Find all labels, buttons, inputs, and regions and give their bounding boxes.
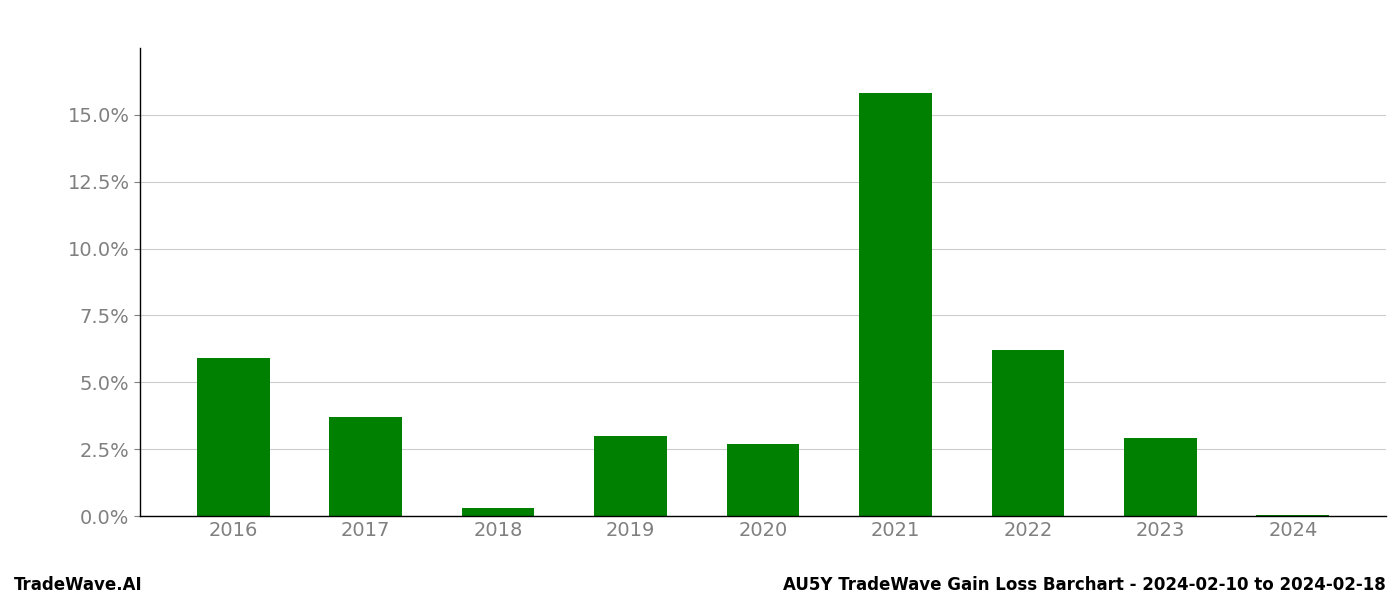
Text: TradeWave.AI: TradeWave.AI (14, 576, 143, 594)
Bar (860, 94, 932, 516)
Bar (329, 417, 402, 516)
Bar (196, 358, 270, 516)
Bar (462, 508, 535, 516)
Bar (727, 444, 799, 516)
Bar (594, 436, 666, 516)
Bar (991, 350, 1064, 516)
Text: AU5Y TradeWave Gain Loss Barchart - 2024-02-10 to 2024-02-18: AU5Y TradeWave Gain Loss Barchart - 2024… (783, 576, 1386, 594)
Bar (1124, 439, 1197, 516)
